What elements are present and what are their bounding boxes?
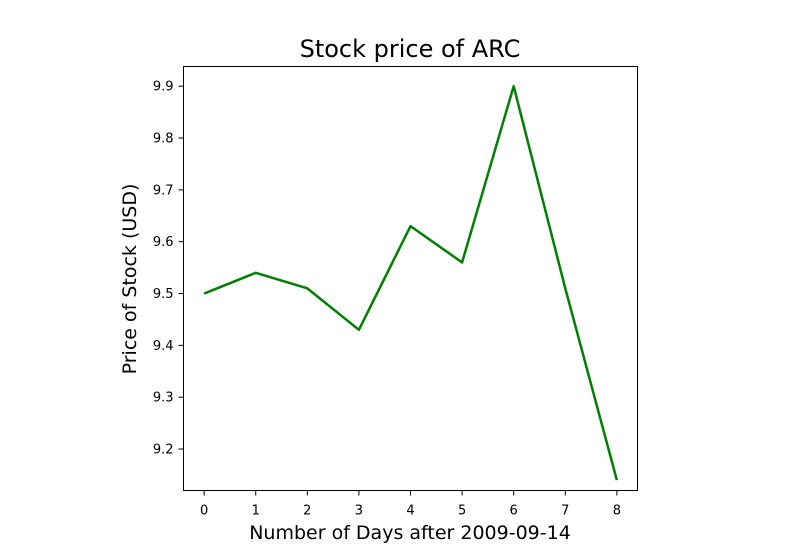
y-axis-ticks: 9.2 9.3 9.4 9.5 9.6 9.7 9.8 9.9: [153, 80, 184, 458]
chart-title: Stock price of ARC: [300, 35, 521, 63]
x-tick-label: 7: [561, 504, 569, 519]
x-tick-label: 6: [510, 504, 518, 519]
series-layer: [203, 84, 619, 481]
y-tick-label: 9.9: [153, 80, 174, 95]
x-axis-ticks: 0 1 2 3 4 5 6 7 8: [200, 490, 621, 519]
x-tick-label: 0: [200, 504, 208, 519]
y-tick-label: 9.5: [153, 287, 174, 302]
plot-area-frame: [183, 66, 638, 491]
y-tick-label: 9.3: [153, 391, 174, 406]
x-tick-label: 1: [252, 504, 260, 519]
x-tick-label: 3: [355, 504, 363, 519]
x-axis-label: Number of Days after 2009-09-14: [249, 522, 571, 544]
y-tick-label: 9.2: [153, 443, 174, 458]
y-tick-label: 9.6: [153, 235, 174, 250]
y-axis-label: Price of Stock (USD): [119, 184, 141, 375]
x-tick-label: 4: [406, 504, 414, 519]
y-tick-label: 9.7: [153, 183, 174, 198]
x-tick-label: 2: [303, 504, 311, 519]
series-line: [203, 84, 619, 481]
y-tick-label: 9.8: [153, 132, 174, 147]
y-tick-label: 9.4: [153, 339, 174, 354]
x-tick-label: 8: [613, 504, 621, 519]
x-tick-label: 5: [458, 504, 466, 519]
